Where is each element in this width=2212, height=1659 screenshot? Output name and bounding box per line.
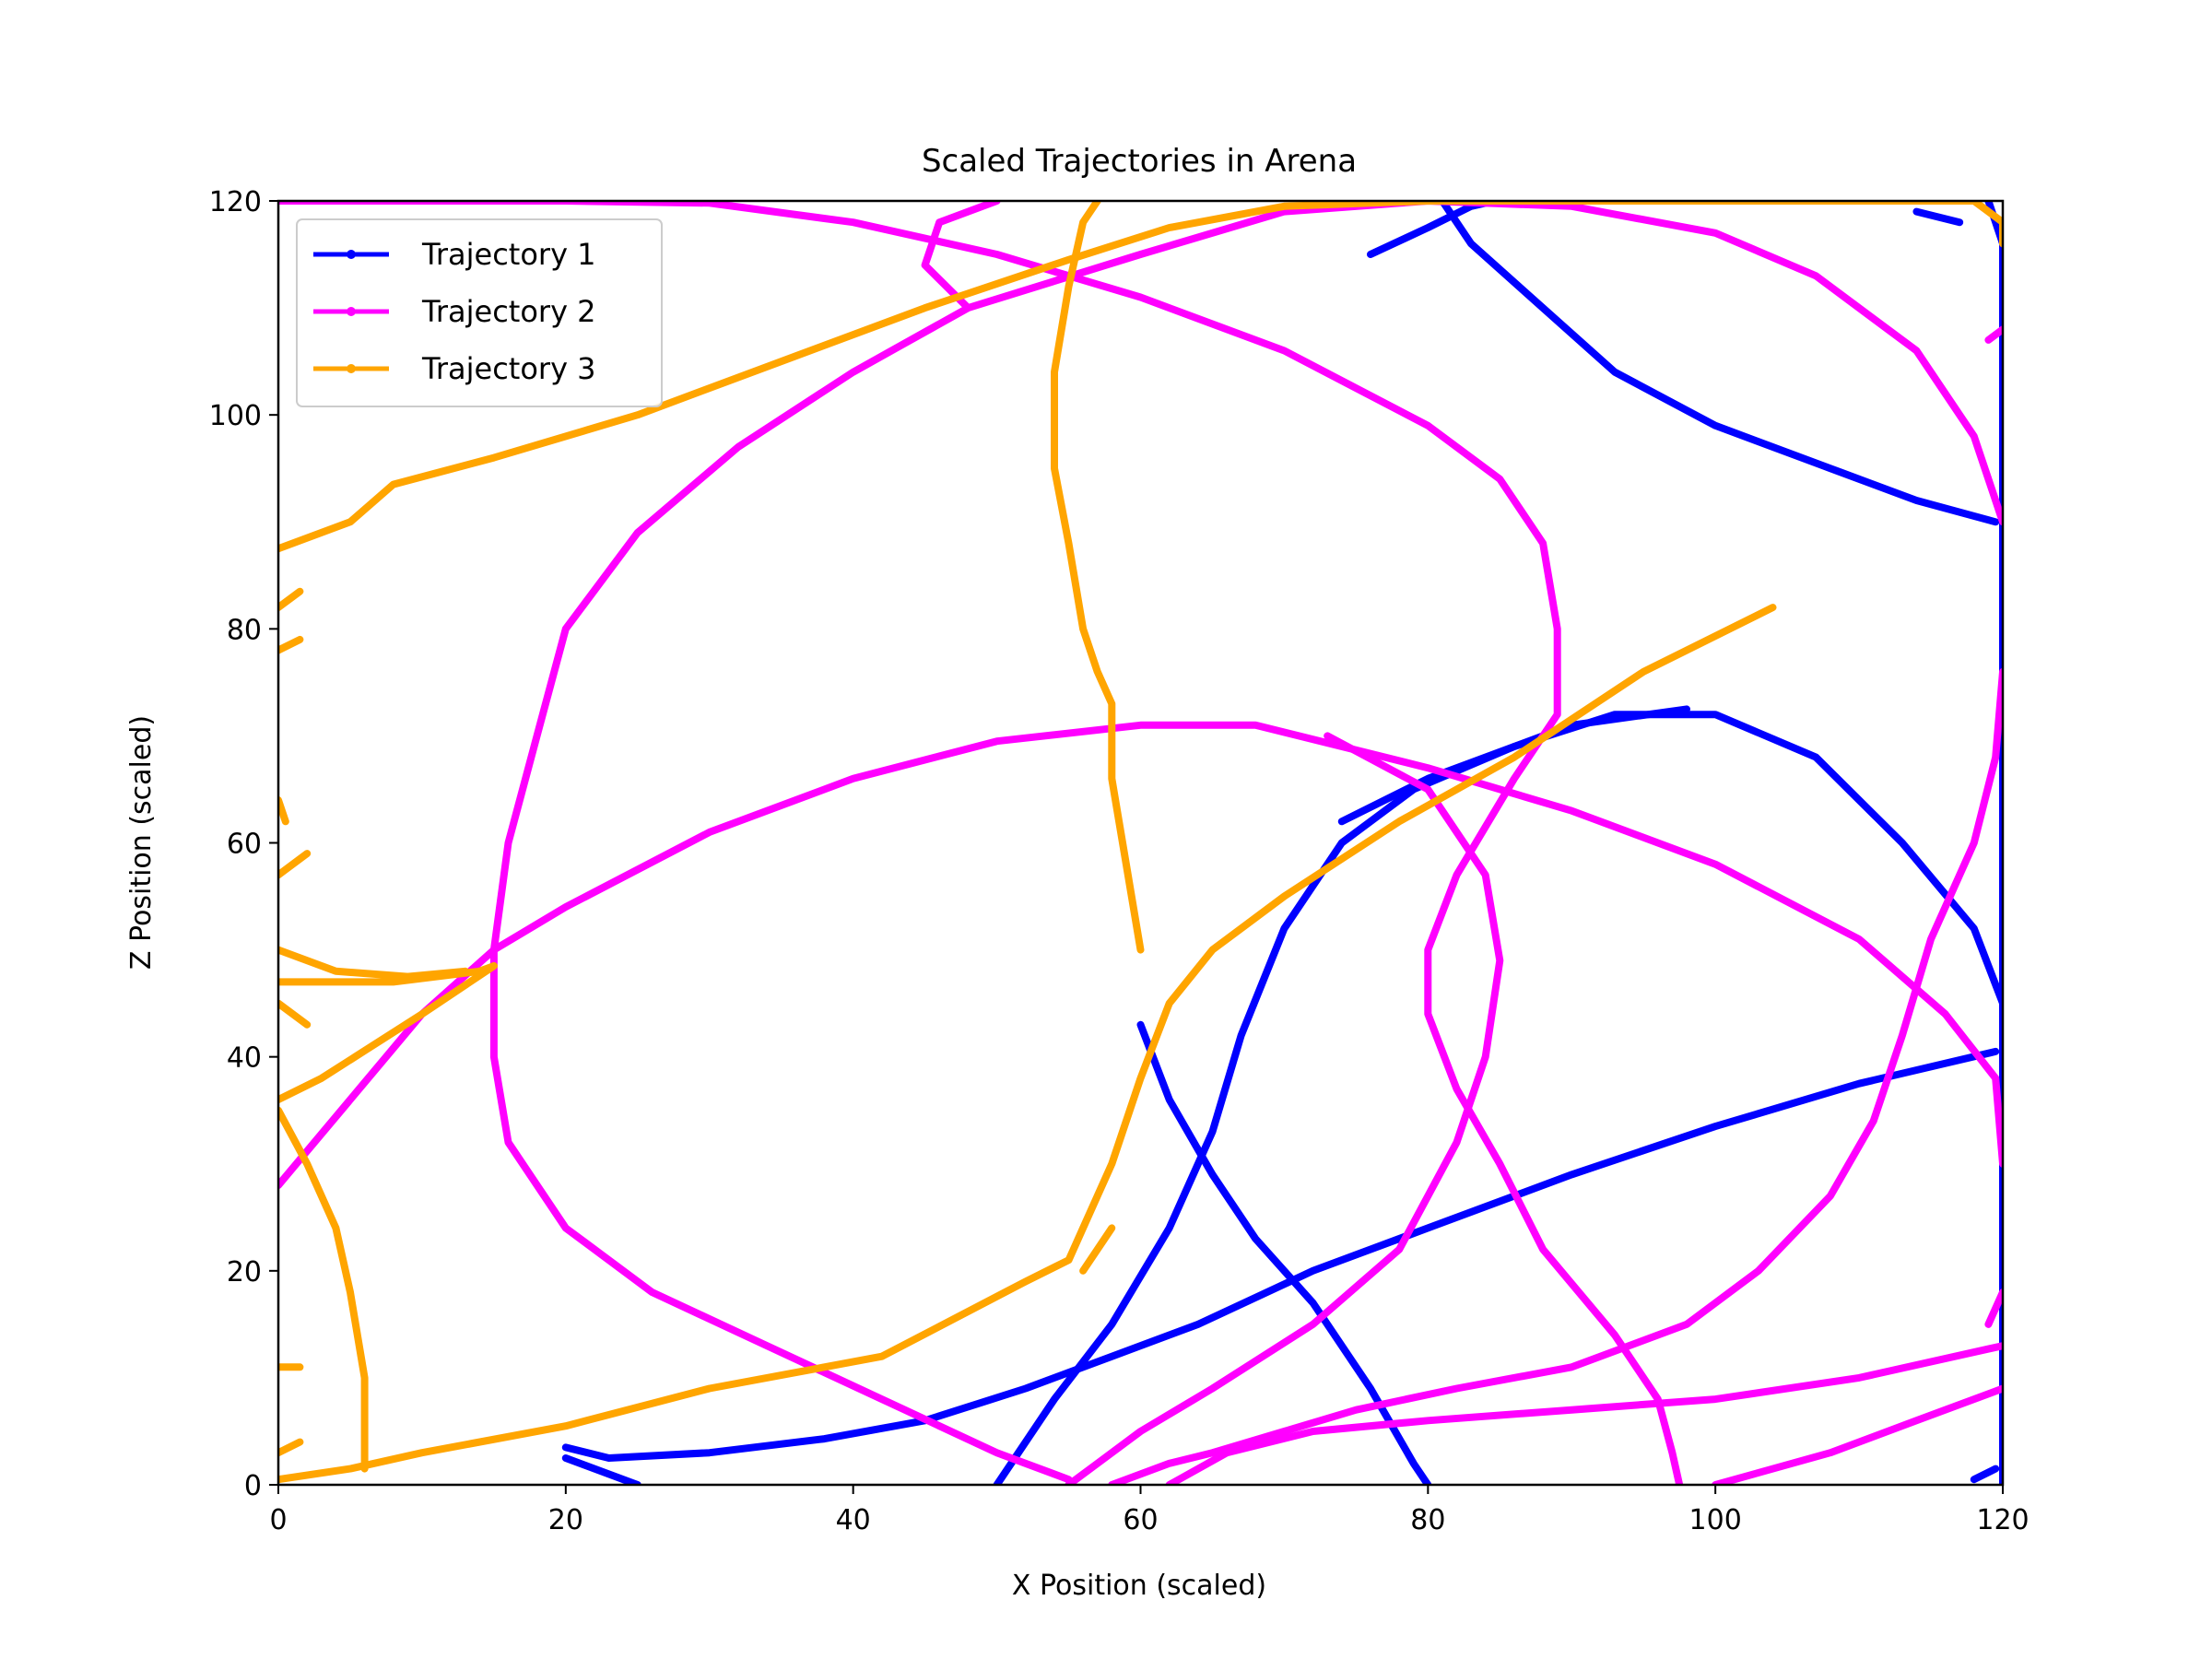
- trajectory-3-segment-4: [278, 946, 469, 981]
- trajectory-1-segment-7: [561, 1454, 641, 1485]
- legend-marker-3: [347, 364, 356, 373]
- legend-marker-2: [347, 307, 356, 316]
- trajectory-2-segment-7: [1165, 1342, 2003, 1485]
- legend-label-3: Trajectory 3: [421, 351, 596, 386]
- legend-label-2: Trajectory 2: [421, 294, 596, 329]
- y-tick-label: 20: [227, 1256, 262, 1288]
- y-tick-label: 0: [244, 1470, 262, 1502]
- trajectory-3-segment-5: [278, 962, 498, 1104]
- y-tick-label: 100: [209, 400, 262, 432]
- x-axis-label: X Position (scaled): [1012, 1570, 1266, 1602]
- x-tick-label: 120: [1976, 1504, 2029, 1536]
- y-tick-label: 40: [227, 1042, 262, 1075]
- legend-marker-1: [347, 250, 356, 259]
- series-layer: [278, 201, 2003, 1485]
- trajectory-2-segment-3: [1108, 667, 2003, 1485]
- trajectory-2-segment-4: [489, 201, 2003, 1484]
- series-trajectory-3: [278, 201, 2003, 1484]
- trajectory-3-segment-6: [278, 1106, 369, 1473]
- x-tick-label: 20: [548, 1504, 583, 1536]
- trajectory-3-segment-1: [278, 201, 2003, 553]
- legend-label-1: Trajectory 1: [421, 237, 596, 272]
- trajectory-1-segment-1: [1367, 201, 1489, 258]
- y-tick-label: 60: [227, 829, 262, 861]
- trajectory-1-segment-8: [1970, 1465, 2000, 1484]
- y-axis-label: Z Position (scaled): [125, 715, 158, 970]
- x-tick-label: 80: [1410, 1504, 1445, 1536]
- y-tick-label: 80: [227, 614, 262, 646]
- trajectory-1-segment-3: [1136, 1020, 1432, 1485]
- trajectory-2-segment-5: [921, 201, 1001, 312]
- trajectory-1-segment-5: [1337, 705, 1690, 826]
- trajectory-1-segment-10: [1912, 207, 1964, 227]
- trajectory-2-segment-9: [1984, 325, 2003, 344]
- trajectory-3-segment-7: [1051, 201, 1145, 954]
- trajectory-3-segment-10: [278, 635, 304, 654]
- trajectory-2-segment-1: [278, 201, 1684, 1485]
- x-tick-label: 40: [836, 1504, 871, 1536]
- trajectory-2-segment-8: [1712, 1384, 2003, 1485]
- trajectory-1-segment-6: [561, 1047, 2000, 1462]
- legend: Trajectory 1 Trajectory 2 Trajectory 3: [296, 218, 663, 407]
- trajectory-1-segment-2: [1438, 201, 2000, 526]
- trajectory-3-segment-9: [278, 850, 312, 879]
- y-tick-label: 120: [209, 186, 262, 218]
- trajectory-3-segment-13: [278, 999, 312, 1029]
- trajectory-3-segment-15: [278, 1438, 304, 1457]
- trajectory-2-segment-10: [1984, 1288, 2003, 1328]
- x-tick-label: 0: [269, 1504, 287, 1536]
- trajectory-3-segment-8: [1079, 1224, 1116, 1275]
- x-tick-label: 60: [1123, 1504, 1158, 1536]
- trajectory-3-segment-11: [278, 587, 304, 612]
- trajectory-3-segment-12: [278, 796, 289, 826]
- chart-title: Scaled Trajectories in Arena: [922, 143, 1357, 180]
- trajectory-2-segment-6: [1065, 732, 1504, 1485]
- trajectory-3-segment-2: [278, 604, 1777, 1484]
- series-trajectory-1: [561, 201, 2003, 1485]
- ticks-layer: 0 20 40 60 80 100 120 0 20 40 60 80 100 120: [209, 186, 2030, 1536]
- x-tick-label: 100: [1689, 1504, 1742, 1536]
- trajectory-1-segment-4: [993, 711, 2003, 1485]
- legend-box: [296, 218, 663, 407]
